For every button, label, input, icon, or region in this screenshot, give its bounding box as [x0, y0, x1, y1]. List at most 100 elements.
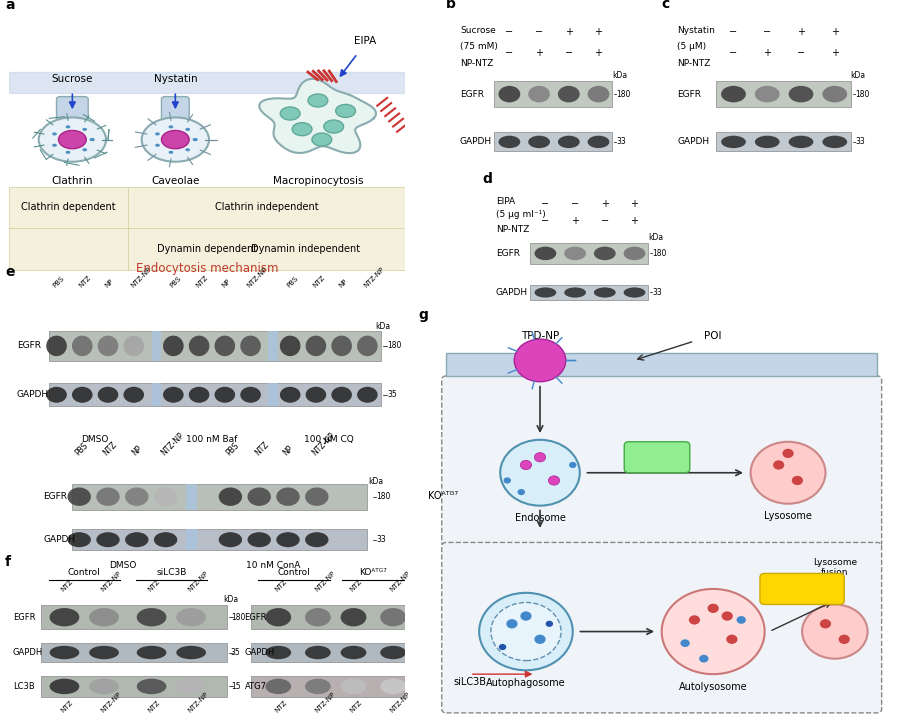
Ellipse shape — [280, 336, 301, 356]
Circle shape — [193, 138, 197, 141]
Bar — [250, 644, 409, 662]
Text: GAPDH: GAPDH — [43, 535, 76, 544]
Text: −: − — [729, 28, 738, 37]
Text: NTZ: NTZ — [78, 274, 93, 289]
Text: NTZ: NTZ — [194, 274, 209, 289]
Circle shape — [722, 611, 733, 620]
Circle shape — [193, 138, 197, 141]
Text: ATG7: ATG7 — [245, 682, 266, 691]
Ellipse shape — [331, 387, 352, 403]
Text: EGFR: EGFR — [677, 90, 701, 98]
Text: NTZ: NTZ — [311, 274, 326, 289]
Text: −: − — [541, 198, 550, 209]
Text: kDa: kDa — [648, 233, 663, 243]
Text: −: − — [600, 216, 609, 226]
Circle shape — [499, 644, 507, 650]
Ellipse shape — [305, 487, 328, 506]
Ellipse shape — [50, 678, 79, 694]
Text: siLC3B: siLC3B — [157, 568, 186, 577]
Bar — [72, 529, 367, 550]
Ellipse shape — [68, 532, 91, 547]
Text: 33: 33 — [652, 288, 662, 297]
Ellipse shape — [214, 387, 235, 403]
Bar — [446, 353, 877, 376]
Ellipse shape — [380, 678, 406, 694]
Bar — [529, 285, 648, 300]
Circle shape — [548, 476, 560, 485]
Ellipse shape — [50, 646, 79, 660]
Text: PBS: PBS — [224, 441, 240, 458]
Text: d: d — [482, 172, 492, 185]
Ellipse shape — [214, 336, 235, 356]
Circle shape — [662, 589, 765, 674]
Ellipse shape — [89, 678, 119, 694]
Text: NP-NTZ: NP-NTZ — [460, 59, 493, 68]
Text: e: e — [5, 265, 14, 279]
Text: GAPDH: GAPDH — [460, 138, 492, 146]
Ellipse shape — [266, 646, 292, 660]
Ellipse shape — [755, 86, 779, 102]
Bar — [40, 644, 227, 662]
Text: 180: 180 — [855, 90, 869, 98]
Ellipse shape — [189, 336, 210, 356]
Ellipse shape — [499, 86, 520, 102]
Text: NP-NTZ: NP-NTZ — [496, 224, 529, 234]
Text: NTZ-NP: NTZ-NP — [310, 431, 337, 458]
Text: EIPA: EIPA — [355, 35, 376, 46]
Circle shape — [280, 107, 300, 120]
Circle shape — [292, 122, 312, 135]
Text: kDa: kDa — [375, 322, 391, 331]
Text: Nystatin: Nystatin — [677, 25, 716, 35]
Text: NTZ: NTZ — [349, 578, 364, 592]
Text: Baf, ConA: Baf, ConA — [778, 584, 827, 594]
Circle shape — [792, 476, 803, 485]
Text: 33: 33 — [616, 138, 626, 146]
Text: kDa: kDa — [612, 70, 627, 80]
Ellipse shape — [248, 487, 271, 506]
Text: 180: 180 — [616, 90, 631, 98]
Circle shape — [736, 616, 746, 624]
Text: NP: NP — [220, 278, 231, 289]
Circle shape — [58, 130, 86, 148]
Circle shape — [168, 125, 174, 128]
Bar — [151, 384, 161, 406]
Bar — [493, 81, 612, 107]
Ellipse shape — [340, 678, 366, 694]
Text: +: + — [601, 198, 608, 209]
Text: Autophagosome: Autophagosome — [486, 678, 566, 688]
Text: NTZ-NP: NTZ-NP — [100, 691, 122, 714]
Text: Lysosome
fusion: Lysosome fusion — [813, 558, 857, 577]
Text: EGFR: EGFR — [13, 613, 35, 622]
Ellipse shape — [558, 135, 580, 148]
Text: Clathrin independent: Clathrin independent — [214, 202, 319, 212]
Bar — [9, 72, 405, 93]
Bar — [250, 675, 409, 697]
Ellipse shape — [331, 336, 352, 356]
Circle shape — [82, 128, 87, 131]
Ellipse shape — [163, 387, 184, 403]
Text: Caveolae: Caveolae — [151, 176, 200, 186]
Ellipse shape — [588, 135, 609, 148]
Text: 180: 180 — [652, 249, 667, 258]
Text: 33: 33 — [855, 138, 865, 146]
Ellipse shape — [558, 86, 580, 102]
Ellipse shape — [340, 608, 366, 626]
Ellipse shape — [189, 387, 210, 403]
Text: +: + — [763, 48, 771, 58]
Bar — [151, 332, 161, 361]
Circle shape — [680, 639, 689, 647]
Text: +: + — [797, 28, 805, 37]
Text: Dynamin independent: Dynamin independent — [251, 244, 361, 254]
Text: NTZ-NP: NTZ-NP — [130, 266, 152, 289]
Bar — [49, 384, 382, 406]
Bar — [268, 384, 278, 406]
Text: +: + — [536, 48, 543, 58]
Text: −: − — [541, 216, 550, 226]
Text: PBS: PBS — [169, 275, 183, 289]
Text: PBS: PBS — [52, 275, 66, 289]
Circle shape — [161, 130, 189, 148]
Circle shape — [839, 635, 850, 644]
Text: +: + — [595, 28, 602, 37]
Text: −: − — [571, 198, 580, 209]
Bar — [40, 675, 227, 697]
